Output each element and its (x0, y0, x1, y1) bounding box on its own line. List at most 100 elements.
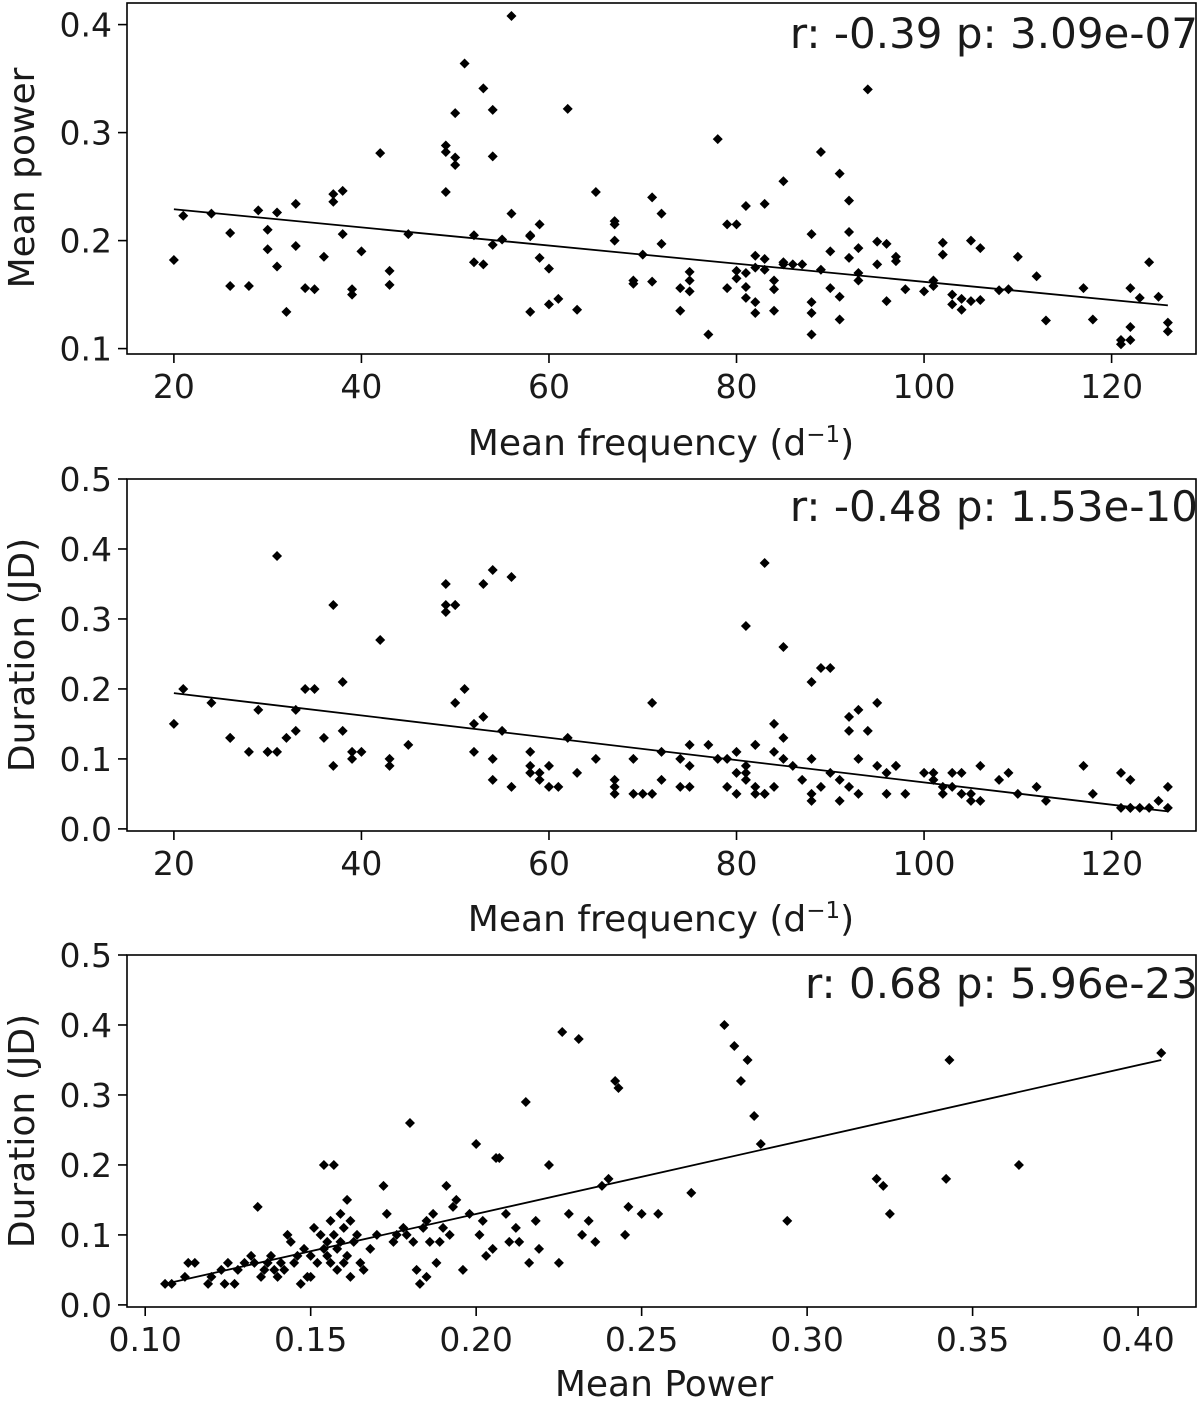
y-axis-ticks: 0.0 0.1 0.2 0.3 0.4 0.5 (60, 936, 127, 1325)
data-point (481, 1250, 492, 1261)
data-point (778, 732, 789, 743)
data-point (573, 1033, 584, 1044)
data-point (347, 746, 358, 757)
data-point (408, 1236, 419, 1247)
data-point (262, 244, 273, 255)
data-point (610, 1075, 621, 1086)
x-axis-label: Mean frequency (d−1) (468, 422, 854, 464)
data-point (290, 725, 301, 736)
data-point (322, 1236, 333, 1247)
data-point (557, 1026, 568, 1037)
scatter-points (168, 10, 1173, 350)
data-point (487, 774, 498, 785)
data-point (647, 697, 658, 708)
plot-frame (126, 2, 1197, 355)
data-point (603, 1173, 614, 1184)
data-point (675, 283, 686, 294)
data-point (806, 676, 817, 687)
data-point (684, 781, 695, 792)
data-point (994, 774, 1005, 785)
data-point (1153, 291, 1164, 302)
data-point (384, 760, 395, 771)
x-tick-label: 60 (528, 367, 570, 406)
plot-frame (126, 954, 1197, 1308)
data-point (440, 147, 451, 158)
data-point (740, 760, 751, 771)
data-point (332, 1264, 343, 1275)
x-tick-label: 80 (716, 367, 758, 406)
data-point (853, 243, 864, 254)
data-point (300, 283, 311, 294)
y-tick-label: 0.4 (60, 6, 112, 45)
data-point (740, 201, 751, 212)
data-point (881, 788, 892, 799)
data-point (189, 1257, 200, 1268)
data-point (384, 265, 395, 276)
data-point (844, 195, 855, 206)
data-point (562, 103, 573, 114)
data-point (890, 256, 901, 267)
data-point (534, 1243, 545, 1254)
data-point (947, 289, 958, 300)
data-point (613, 1082, 624, 1093)
correlation-annotation: r: -0.48 p: 1.53e-10 (790, 482, 1198, 531)
y-tick-label: 0.0 (60, 810, 112, 849)
data-point (309, 284, 320, 295)
data-point (384, 753, 395, 764)
panel-duration-vs-power: 0.10 0.15 0.20 0.25 0.30 0.35 0.40 0.00.10.20.… (2, 936, 1198, 1405)
data-point (684, 275, 695, 286)
data-point (735, 1075, 746, 1086)
data-point (1153, 795, 1164, 806)
data-point (825, 662, 836, 673)
trendline (173, 208, 1168, 307)
data-point (965, 296, 976, 307)
data-point (347, 289, 358, 300)
data-point (459, 683, 470, 694)
data-point (322, 1250, 333, 1261)
data-point (872, 760, 883, 771)
data-point (403, 739, 414, 750)
data-point (1012, 251, 1023, 262)
x-axis-ticks: 20 40 60 80 100 120 (153, 354, 1143, 406)
data-point (342, 1250, 353, 1261)
data-point (328, 189, 339, 200)
data-point (1031, 271, 1042, 282)
data-point (300, 683, 311, 694)
data-point (1125, 334, 1136, 345)
data-point (381, 1208, 392, 1219)
data-point (806, 753, 817, 764)
data-point (543, 299, 554, 310)
data-point (1144, 257, 1155, 268)
data-point (740, 767, 751, 778)
data-point (178, 683, 189, 694)
data-point (1162, 781, 1173, 792)
data-point (834, 774, 845, 785)
y-tick-label: 0.2 (60, 222, 112, 261)
data-point (1115, 334, 1126, 345)
y-tick-label: 0.2 (60, 1146, 112, 1185)
x-tick-label: 0.10 (108, 1320, 181, 1359)
data-point (797, 774, 808, 785)
data-point (590, 187, 601, 197)
data-point (252, 1201, 263, 1212)
data-point (975, 795, 986, 806)
data-point (1134, 292, 1145, 303)
data-point (468, 746, 479, 757)
data-point (853, 788, 864, 799)
x-tick-label: 20 (153, 367, 195, 406)
data-point (975, 760, 986, 771)
x-tick-label: 100 (893, 367, 956, 406)
data-point (806, 297, 817, 308)
data-point (740, 620, 751, 631)
data-point (328, 599, 339, 610)
data-point (797, 259, 808, 270)
data-point (525, 746, 536, 757)
data-point (834, 314, 845, 325)
data-point (806, 229, 817, 240)
data-point (530, 1215, 541, 1226)
y-tick-label: 0.5 (60, 460, 112, 499)
data-point (853, 753, 864, 764)
data-point (338, 1257, 349, 1268)
data-point (656, 774, 667, 785)
data-point (731, 219, 742, 230)
